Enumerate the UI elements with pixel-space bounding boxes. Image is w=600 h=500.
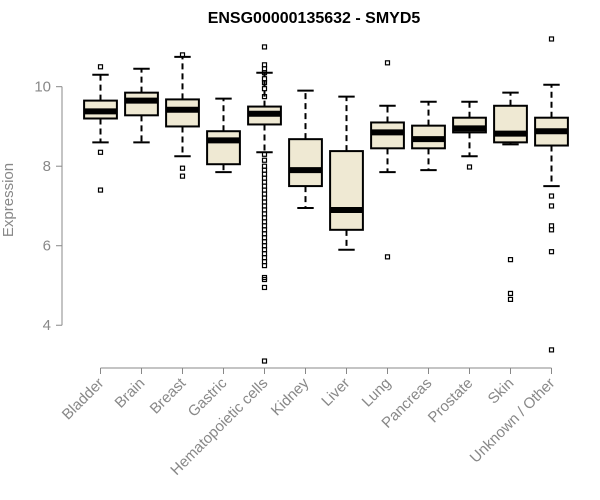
outlier-point	[97, 187, 104, 193]
chart-title: ENSG00000135632 - SMYD5	[208, 10, 421, 27]
outlier-point	[179, 165, 186, 171]
x-tick-label: Bladder	[59, 375, 108, 424]
box	[493, 104, 528, 144]
x-tick-label: Skin	[485, 375, 518, 408]
outlier-point	[261, 263, 268, 269]
box-group	[329, 95, 364, 251]
outlier-point	[548, 347, 555, 353]
box-group	[370, 60, 405, 260]
outlier-point	[261, 276, 268, 283]
outlier-point	[548, 227, 555, 233]
outlier-point	[548, 193, 555, 199]
box-group	[452, 100, 487, 170]
box-group	[534, 36, 569, 353]
x-tick-label: Kidney	[268, 374, 313, 419]
y-tick-label: 6	[43, 238, 51, 255]
box-group	[493, 91, 528, 302]
outlier-point	[261, 358, 268, 364]
box	[124, 91, 159, 117]
box	[165, 98, 200, 128]
outlier-point	[179, 173, 186, 179]
box	[206, 130, 241, 166]
outlier-point	[384, 254, 391, 260]
plot-area	[83, 36, 569, 364]
outlier-point	[384, 60, 391, 66]
box-group	[124, 67, 159, 144]
x-tick-label: Liver	[318, 375, 353, 410]
x-tick-label: Lung	[359, 375, 395, 411]
outlier-point	[97, 64, 104, 70]
x-tick-label: Prostate	[425, 375, 477, 427]
outlier-point	[507, 257, 514, 263]
outlier-point	[261, 86, 268, 92]
outlier-point	[261, 151, 268, 157]
outlier-point	[261, 157, 268, 163]
outlier-point	[261, 80, 268, 86]
outlier-point	[261, 284, 268, 291]
y-tick-label: 4	[43, 317, 51, 334]
outlier-point	[261, 94, 268, 100]
outlier-point	[261, 44, 268, 50]
y-axis: 4 6 8 10	[34, 79, 63, 334]
box-group	[83, 64, 118, 193]
y-tick-label: 8	[43, 158, 51, 175]
box-group	[411, 100, 446, 172]
outlier-point	[548, 36, 555, 42]
box-group	[165, 52, 200, 179]
outlier-point	[548, 203, 555, 209]
box	[329, 150, 364, 231]
outlier-point	[548, 249, 555, 255]
box-group	[206, 97, 241, 174]
x-tick-label: Brain	[112, 375, 149, 412]
y-axis-label: Expression	[0, 163, 17, 237]
outlier-point	[179, 52, 186, 58]
box	[288, 138, 323, 188]
outlier-point	[261, 70, 268, 76]
y-tick-label: 10	[34, 79, 51, 96]
outlier-point	[97, 149, 104, 155]
x-tick-label: Breast	[147, 374, 190, 417]
outlier-point	[507, 290, 514, 297]
outlier-point	[507, 296, 514, 302]
outlier-point	[466, 164, 473, 170]
box-group	[247, 44, 282, 364]
box-group	[288, 89, 323, 209]
